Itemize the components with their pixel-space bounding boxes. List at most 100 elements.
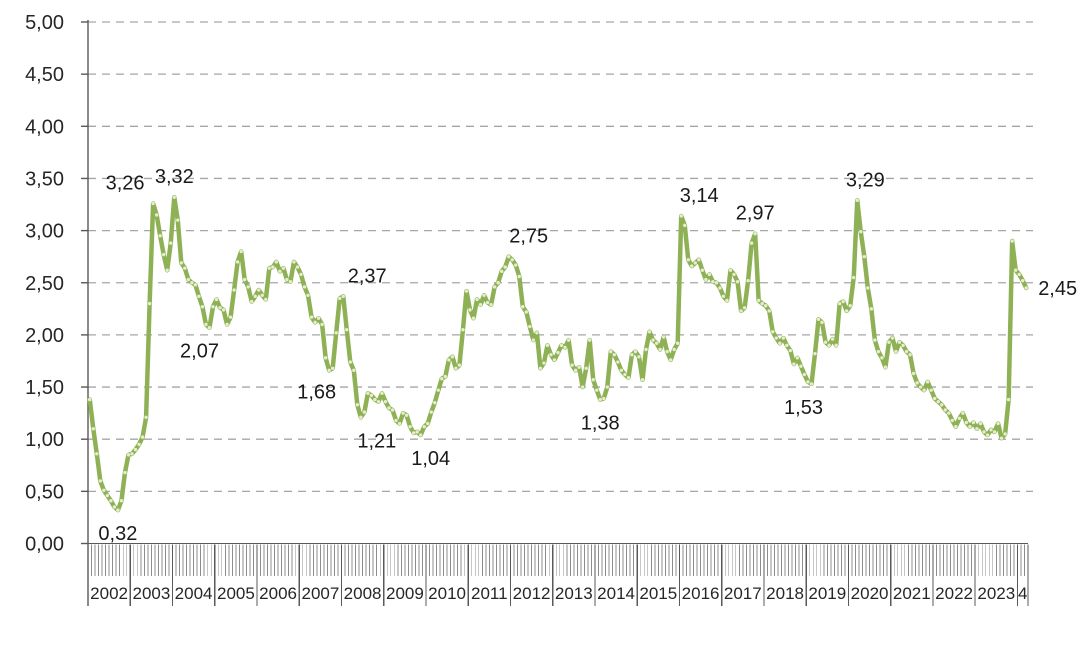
- data-point-marker: [880, 356, 884, 360]
- data-point-marker: [408, 424, 412, 429]
- data-point-marker: [218, 306, 222, 310]
- y-axis: [81, 20, 89, 606]
- data-label: 1,04: [411, 448, 450, 470]
- data-point-marker: [433, 400, 437, 405]
- data-point-marker: [419, 433, 423, 437]
- x-axis: [87, 542, 1029, 606]
- data-point-marker: [102, 488, 106, 493]
- data-point-marker: [961, 411, 965, 415]
- data-point-marker: [894, 349, 898, 354]
- data-point-marker: [809, 382, 814, 386]
- data-point-marker: [299, 272, 303, 277]
- data-point-marker: [742, 306, 747, 310]
- data-point-marker: [873, 338, 877, 342]
- data-point-marker: [496, 281, 500, 285]
- data-label: 3,26: [106, 173, 145, 195]
- data-point-marker: [876, 349, 881, 354]
- data-point-marker: [732, 272, 736, 277]
- data-label: 2,75: [509, 226, 548, 248]
- data-point-marker: [221, 308, 226, 312]
- data-point-marker: [897, 340, 902, 344]
- y-tick-label: 1,00: [25, 429, 64, 451]
- data-point-marker: [936, 399, 940, 404]
- x-year-label: 4: [1018, 584, 1027, 603]
- data-point-marker: [943, 408, 947, 412]
- data-point-marker: [566, 338, 571, 342]
- data-point-marker: [918, 385, 923, 389]
- data-point-marker: [556, 350, 560, 355]
- x-year-label: 2007: [301, 584, 339, 603]
- data-point-marker: [978, 421, 983, 426]
- data-point-marker: [774, 336, 778, 340]
- data-point-marker: [411, 431, 416, 435]
- data-point-marker: [397, 421, 402, 426]
- data-point-marker: [725, 298, 729, 303]
- data-point-marker: [499, 269, 504, 273]
- x-year-label: 2022: [935, 584, 973, 603]
- data-point-marker: [492, 285, 497, 289]
- data-point-marker: [697, 258, 701, 262]
- x-year-label: 2003: [132, 584, 170, 603]
- data-point-marker: [302, 285, 307, 289]
- data-point-marker: [109, 499, 113, 503]
- data-label: 2,07: [180, 341, 219, 363]
- data-point-marker: [665, 349, 669, 354]
- data-point-marker: [98, 479, 103, 483]
- data-point-marker: [345, 327, 349, 332]
- data-point-marker: [285, 277, 289, 282]
- data-label: 1,38: [581, 413, 620, 435]
- data-point-marker: [429, 410, 433, 414]
- data-point-marker: [235, 260, 240, 264]
- data-point-marker: [394, 418, 398, 423]
- data-point-marker: [443, 374, 448, 379]
- data-point-marker: [1003, 432, 1007, 436]
- data-point-marker: [510, 258, 514, 262]
- data-point-marker: [172, 195, 176, 199]
- x-year-label: 2010: [428, 584, 466, 603]
- data-point-marker: [887, 340, 891, 344]
- data-point-marker: [749, 241, 754, 245]
- data-point-marker: [225, 322, 229, 327]
- data-point-marker: [855, 198, 859, 203]
- data-point-marker: [640, 378, 645, 382]
- data-point-marker: [577, 365, 581, 369]
- data-point-marker: [503, 265, 507, 269]
- data-point-marker: [193, 283, 198, 287]
- data-point-marker: [605, 385, 609, 389]
- x-year-label: 2006: [259, 584, 297, 603]
- data-point-marker: [485, 300, 490, 305]
- data-point-marker: [278, 269, 282, 273]
- data-point-marker: [489, 302, 493, 307]
- y-tick-label: 0,50: [25, 481, 64, 503]
- data-point-marker: [271, 265, 275, 269]
- data-point-marker: [309, 315, 314, 319]
- data-point-marker: [908, 353, 912, 357]
- y-tick-label: 3,50: [25, 169, 64, 191]
- data-point-marker: [915, 381, 919, 385]
- data-point-marker: [482, 293, 486, 297]
- data-point-marker: [947, 411, 951, 415]
- data-label: 1,68: [297, 381, 336, 403]
- data-point-marker: [352, 368, 356, 373]
- data-point-marker: [676, 341, 680, 345]
- series-markers: [88, 195, 1028, 512]
- data-point-marker: [975, 427, 979, 431]
- data-point-marker: [616, 360, 620, 364]
- data-point-marker: [1021, 278, 1025, 283]
- data-point-marker: [524, 310, 529, 314]
- data-point-marker: [654, 341, 659, 345]
- data-point-marker: [267, 266, 272, 270]
- data-point-marker: [260, 293, 264, 297]
- data-point-marker: [668, 358, 673, 362]
- data-label: 1,21: [357, 430, 396, 452]
- data-point-marker: [404, 413, 409, 417]
- y-tick-label: 2,00: [25, 325, 64, 347]
- data-point-marker: [323, 356, 328, 360]
- data-label: 2,97: [736, 203, 775, 225]
- data-point-marker: [542, 361, 546, 365]
- data-point-marker: [535, 331, 539, 335]
- data-point-marker: [207, 325, 212, 330]
- data-point-marker: [813, 351, 817, 356]
- data-point-marker: [901, 343, 905, 348]
- data-point-marker: [313, 320, 317, 325]
